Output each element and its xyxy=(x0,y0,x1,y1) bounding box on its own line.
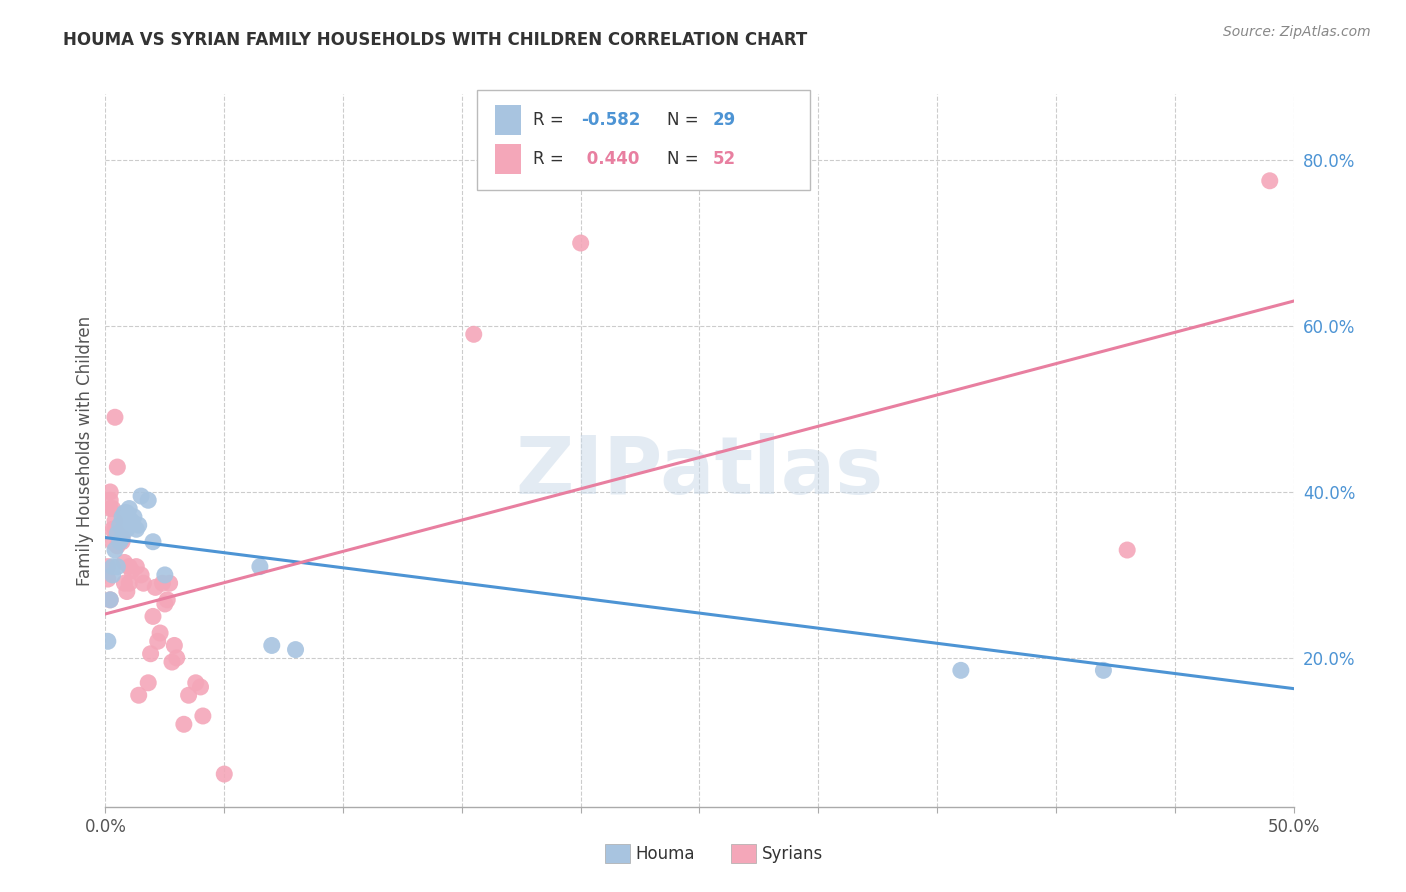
Point xyxy=(214,767,236,781)
Point xyxy=(149,626,172,640)
Text: R =: R = xyxy=(533,150,569,168)
FancyBboxPatch shape xyxy=(477,90,810,190)
Text: HOUMA VS SYRIAN FAMILY HOUSEHOLDS WITH CHILDREN CORRELATION CHART: HOUMA VS SYRIAN FAMILY HOUSEHOLDS WITH C… xyxy=(63,31,807,49)
Point xyxy=(105,526,128,541)
Point xyxy=(128,518,150,533)
Point xyxy=(97,559,120,574)
Point xyxy=(129,568,152,582)
Text: 29: 29 xyxy=(713,112,735,129)
Point xyxy=(114,576,136,591)
Point xyxy=(156,592,179,607)
Point xyxy=(98,493,121,508)
Point xyxy=(191,709,214,723)
Point xyxy=(1116,543,1139,558)
Point xyxy=(190,680,212,694)
Text: 0.440: 0.440 xyxy=(581,150,640,168)
Point xyxy=(121,564,143,578)
Point xyxy=(166,651,188,665)
Point xyxy=(949,664,972,678)
Point xyxy=(104,543,127,558)
Point xyxy=(115,522,138,536)
Point xyxy=(108,531,131,545)
Point xyxy=(98,592,121,607)
Point xyxy=(105,539,128,553)
Point xyxy=(118,501,141,516)
Point xyxy=(115,584,138,599)
Point xyxy=(114,518,136,533)
Point xyxy=(97,634,120,648)
Point xyxy=(153,568,176,582)
Point xyxy=(97,572,120,586)
Point xyxy=(146,634,169,648)
Point xyxy=(143,580,166,594)
Point xyxy=(114,556,136,570)
Point xyxy=(111,509,134,524)
Point xyxy=(111,531,134,545)
Point xyxy=(1092,664,1115,678)
Point xyxy=(132,576,155,591)
Text: Houma: Houma xyxy=(636,845,695,863)
Point xyxy=(118,559,141,574)
Point xyxy=(160,655,183,669)
Text: Syrians: Syrians xyxy=(762,845,824,863)
Point xyxy=(122,509,145,524)
Point xyxy=(104,514,127,528)
Point xyxy=(142,534,165,549)
Point xyxy=(108,534,131,549)
Bar xyxy=(495,105,522,135)
Point xyxy=(463,327,485,342)
Point xyxy=(1258,174,1281,188)
Point xyxy=(136,675,159,690)
Point xyxy=(108,534,131,549)
Point xyxy=(129,489,152,503)
Text: N =: N = xyxy=(668,112,704,129)
Point xyxy=(128,688,150,702)
Text: ZIPatlas: ZIPatlas xyxy=(516,433,883,511)
Point xyxy=(125,522,148,536)
Text: 52: 52 xyxy=(713,150,735,168)
Point xyxy=(121,514,143,528)
Y-axis label: Family Households with Children: Family Households with Children xyxy=(76,316,94,585)
Point xyxy=(98,501,121,516)
Point xyxy=(98,592,121,607)
Point xyxy=(111,534,134,549)
Point xyxy=(569,235,592,250)
Point xyxy=(260,639,283,653)
Point xyxy=(105,526,128,541)
Point xyxy=(114,506,136,520)
Point xyxy=(184,675,207,690)
Point xyxy=(163,639,186,653)
Point xyxy=(101,522,124,536)
Point xyxy=(101,534,124,549)
Point xyxy=(159,576,181,591)
Point xyxy=(249,559,271,574)
Point xyxy=(101,559,124,574)
Point xyxy=(115,506,138,520)
Point xyxy=(136,493,159,508)
Point xyxy=(104,522,127,536)
Point xyxy=(152,576,174,591)
Point xyxy=(104,410,127,425)
Point xyxy=(125,559,148,574)
Point xyxy=(173,717,195,731)
Point xyxy=(177,688,200,702)
Text: -0.582: -0.582 xyxy=(581,112,640,129)
Text: N =: N = xyxy=(668,150,704,168)
Point xyxy=(111,531,134,545)
Point xyxy=(284,642,307,657)
Point xyxy=(153,597,176,611)
Point xyxy=(108,518,131,533)
Text: R =: R = xyxy=(533,112,569,129)
Point xyxy=(118,576,141,591)
Bar xyxy=(495,144,522,174)
Point xyxy=(105,460,128,475)
Point xyxy=(139,647,162,661)
Text: Source: ZipAtlas.com: Source: ZipAtlas.com xyxy=(1223,25,1371,39)
Point xyxy=(98,485,121,500)
Point xyxy=(101,501,124,516)
Point xyxy=(105,559,128,574)
Point xyxy=(101,568,124,582)
Point xyxy=(142,609,165,624)
